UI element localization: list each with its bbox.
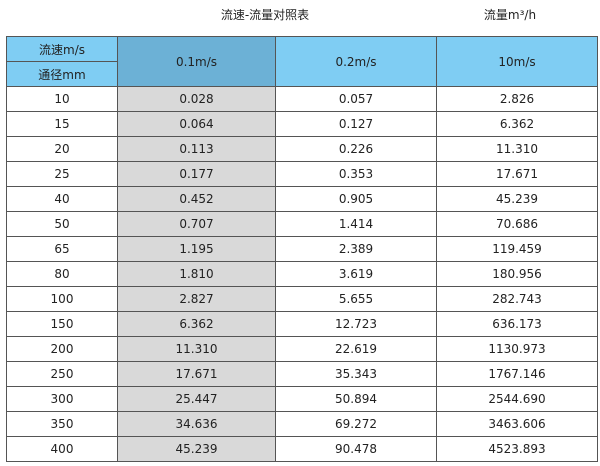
flow-cell: 70.686 [436, 211, 598, 237]
flow-cell: 50.894 [275, 386, 437, 412]
diameter-cell: 400 [6, 436, 118, 462]
diameter-cell: 80 [6, 261, 118, 287]
table-row: 100 2.827 5.655 282.743 [6, 286, 598, 312]
diameter-cell: 10 [6, 86, 118, 112]
table-row: 350 34.636 69.272 3463.606 [6, 411, 598, 437]
table-row: 400 45.239 90.478 4523.893 [6, 436, 598, 462]
flow-cell: 0.353 [275, 161, 437, 187]
diameter-cell: 100 [6, 286, 118, 312]
flow-cell: 0.452 [117, 186, 276, 212]
diameter-cell: 25 [6, 161, 118, 187]
flow-cell: 2.827 [117, 286, 276, 312]
flow-cell: 1.414 [275, 211, 437, 237]
flow-cell: 6.362 [117, 311, 276, 337]
flow-cell: 1.810 [117, 261, 276, 287]
flow-cell: 1130.973 [436, 336, 598, 362]
diameter-cell: 65 [6, 236, 118, 262]
flow-cell: 45.239 [436, 186, 598, 212]
flow-cell: 11.310 [436, 136, 598, 162]
diameter-cell: 50 [6, 211, 118, 237]
flow-cell: 3.619 [275, 261, 437, 287]
table-row: 300 25.447 50.894 2544.690 [6, 386, 598, 412]
flow-cell: 11.310 [117, 336, 276, 362]
table-title: 流速-流量对照表 [220, 8, 310, 22]
flow-cell: 0.064 [117, 111, 276, 137]
table-row: 40 0.452 0.905 45.239 [6, 186, 598, 212]
flow-cell: 2.389 [275, 236, 437, 262]
diameter-cell: 15 [6, 111, 118, 137]
flow-cell: 25.447 [117, 386, 276, 412]
flow-cell: 22.619 [275, 336, 437, 362]
flow-cell: 0.028 [117, 86, 276, 112]
flow-cell: 282.743 [436, 286, 598, 312]
flow-cell: 1767.146 [436, 361, 598, 387]
flow-cell: 0.177 [117, 161, 276, 187]
flow-cell: 69.272 [275, 411, 437, 437]
velocity-flow-table: 流速m/s 0.1m/s 0.2m/s 10m/s 通径mm 10 0.028 0.… [6, 36, 598, 462]
flow-cell: 1.195 [117, 236, 276, 262]
flow-cell: 180.956 [436, 261, 598, 287]
table-row: 20 0.113 0.226 11.310 [6, 136, 598, 162]
table-row: 15 0.064 0.127 6.362 [6, 111, 598, 137]
diameter-cell: 40 [6, 186, 118, 212]
flow-cell: 4523.893 [436, 436, 598, 462]
table-row: 200 11.310 22.619 1130.973 [6, 336, 598, 362]
flow-cell: 12.723 [275, 311, 437, 337]
flow-cell: 119.459 [436, 236, 598, 262]
flow-cell: 2.826 [436, 86, 598, 112]
diameter-cell: 250 [6, 361, 118, 387]
table-row: 50 0.707 1.414 70.686 [6, 211, 598, 237]
flow-cell: 0.127 [275, 111, 437, 137]
flow-cell: 0.113 [117, 136, 276, 162]
diameter-cell: 300 [6, 386, 118, 412]
flow-cell: 90.478 [275, 436, 437, 462]
flow-cell: 35.343 [275, 361, 437, 387]
diameter-cell: 350 [6, 411, 118, 437]
column-header: 0.1m/s [117, 36, 276, 87]
table-row: 150 6.362 12.723 636.173 [6, 311, 598, 337]
flow-cell: 17.671 [436, 161, 598, 187]
flow-cell: 6.362 [436, 111, 598, 137]
diameter-header: 通径mm [6, 61, 118, 87]
column-header: 10m/s [436, 36, 598, 87]
flow-cell: 34.636 [117, 411, 276, 437]
flow-cell: 2544.690 [436, 386, 598, 412]
table-row: 250 17.671 35.343 1767.146 [6, 361, 598, 387]
flow-cell: 0.057 [275, 86, 437, 112]
flow-cell: 3463.606 [436, 411, 598, 437]
flow-cell: 0.905 [275, 186, 437, 212]
flow-cell: 45.239 [117, 436, 276, 462]
flow-cell: 5.655 [275, 286, 437, 312]
column-header: 0.2m/s [275, 36, 437, 87]
table-row: 80 1.810 3.619 180.956 [6, 261, 598, 287]
diameter-cell: 20 [6, 136, 118, 162]
flow-cell: 0.707 [117, 211, 276, 237]
table-row: 65 1.195 2.389 119.459 [6, 236, 598, 262]
flow-cell: 17.671 [117, 361, 276, 387]
diameter-cell: 150 [6, 311, 118, 337]
flow-cell: 0.226 [275, 136, 437, 162]
diameter-cell: 200 [6, 336, 118, 362]
table-row: 25 0.177 0.353 17.671 [6, 161, 598, 187]
unit-label: 流量m³/h [483, 8, 537, 22]
velocity-header: 流速m/s [6, 36, 118, 62]
table-row: 10 0.028 0.057 2.826 [6, 86, 598, 112]
flow-cell: 636.173 [436, 311, 598, 337]
